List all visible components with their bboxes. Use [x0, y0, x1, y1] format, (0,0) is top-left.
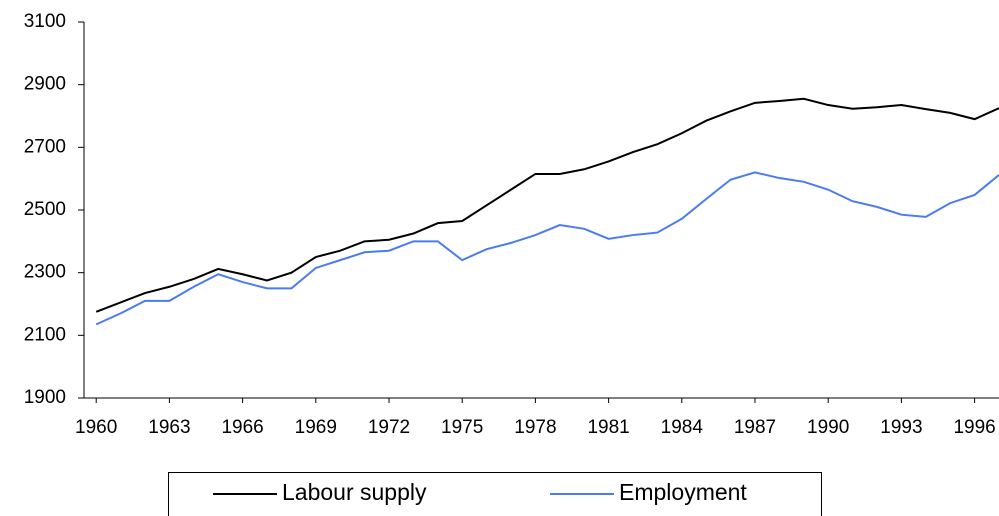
y-tick-label: 2300: [24, 262, 66, 283]
x-tick-label: 1969: [295, 417, 337, 438]
legend-box: [168, 472, 822, 516]
series-line: [95, 171, 999, 326]
series-line: [95, 97, 999, 313]
y-tick-label: 2700: [24, 136, 66, 157]
legend-label: Employment: [619, 479, 747, 505]
x-tick-label: 1990: [807, 417, 849, 438]
x-tick-label: 1996: [953, 417, 995, 438]
y-tick-label: 1900: [24, 387, 66, 408]
x-tick-label: 1987: [734, 417, 776, 438]
y-tick-label: 2100: [24, 324, 66, 345]
legend: Labour supply Employment: [213, 479, 747, 505]
x-tick-label: 1975: [441, 417, 483, 438]
y-tick-label: 2500: [24, 199, 66, 220]
x-tick-label: 1963: [148, 417, 190, 438]
legend-label: Labour supply: [282, 479, 427, 505]
x-tick-label: 1981: [587, 417, 629, 438]
x-tick-label: 1972: [368, 417, 410, 438]
x-tick-label: 1966: [221, 417, 263, 438]
y-tick-label: 2900: [24, 74, 66, 95]
x-tick-label: 1978: [514, 417, 556, 438]
x-tick-label: 1993: [880, 417, 922, 438]
x-tick-label: 1984: [661, 417, 704, 438]
y-tick-label: 3100: [24, 11, 66, 32]
x-tick-label: 1960: [75, 417, 117, 438]
